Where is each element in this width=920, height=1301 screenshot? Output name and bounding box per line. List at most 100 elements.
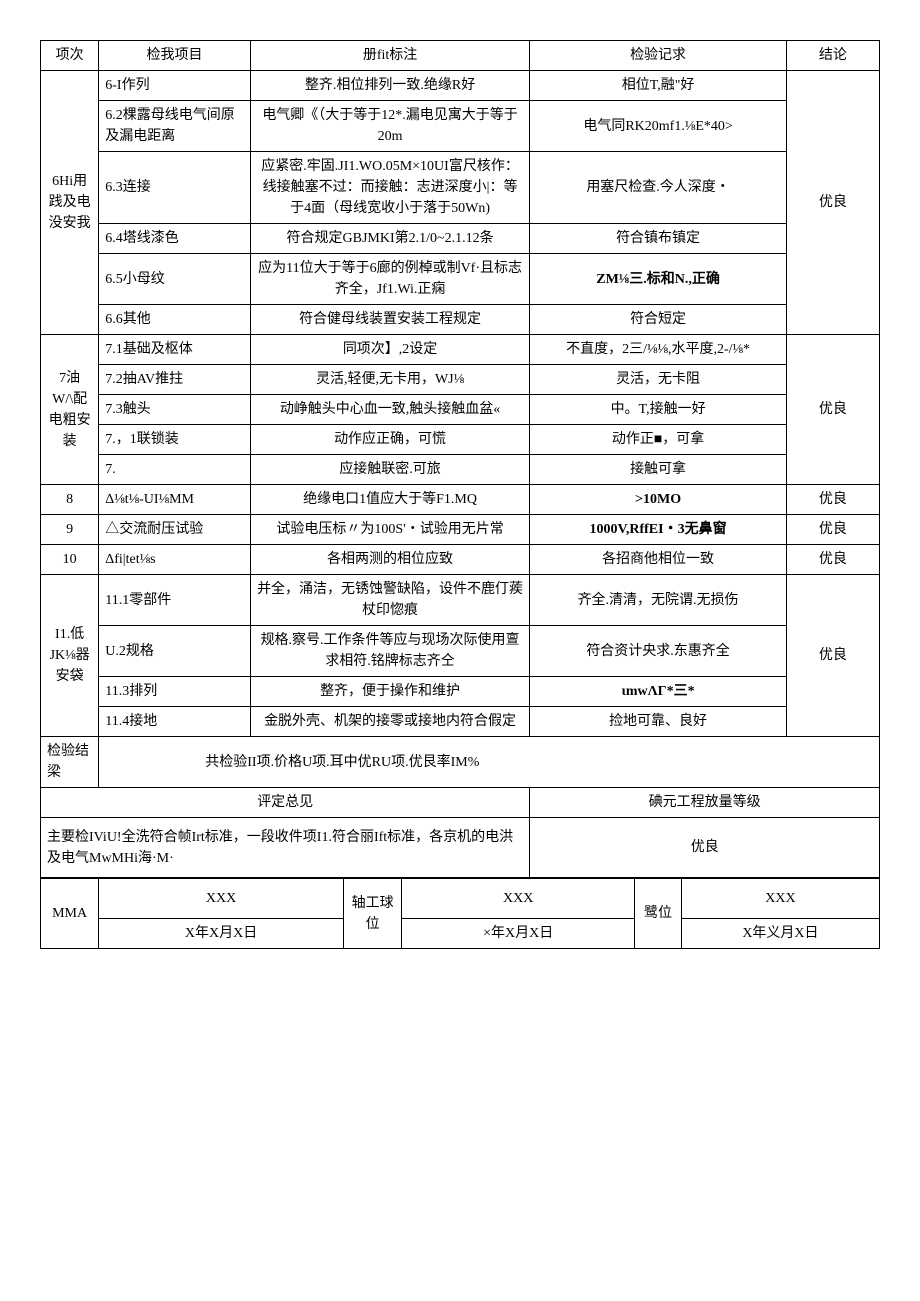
cell-conclusion: 优良 bbox=[786, 545, 879, 575]
cell-record: 用塞尺检查.今人深度・ bbox=[530, 152, 786, 224]
check-label: 检验结梁 bbox=[41, 737, 99, 788]
cell-spec: 金脱外壳、机架的接零或接地内符合假定 bbox=[250, 707, 530, 737]
document-page: 项次 检我项目 册fit标注 检验记求 结论 6Hi用践及电没安我 6-I作列 … bbox=[40, 40, 880, 949]
table-row: 10 Δfi|tet⅛s 各相两测的相位应致 各招商他相位一致 优良 bbox=[41, 545, 880, 575]
section6-conclusion: 优良 bbox=[786, 71, 879, 335]
inspection-table: 项次 检我项目 册fit标注 检验记求 结论 6Hi用践及电没安我 6-I作列 … bbox=[40, 40, 880, 878]
cell-record: 动作正■，可拿 bbox=[530, 425, 786, 455]
cell-spec: 应为11位大于等于6廊的例棹或制Vf·且标志齐全，Jf1.Wi.正痫 bbox=[250, 254, 530, 305]
eval-text: 主要检IViU!全洗符合帧Irt标准，一段收件项I1.符合丽Ift标准，各京机的… bbox=[41, 818, 530, 878]
cell-spec: 同项次】,2设定 bbox=[250, 335, 530, 365]
row8-num: 8 bbox=[41, 485, 99, 515]
footer-eval-content-row: 主要检IViU!全洗符合帧Irt标准，一段收件项I1.符合丽Ift标准，各京机的… bbox=[41, 818, 880, 878]
sig1-name: XXX bbox=[99, 879, 344, 919]
sig3-date: X年义月X日 bbox=[681, 919, 879, 949]
cell-spec: 整齐.相位排列一致.绝缘R好 bbox=[250, 71, 530, 101]
cell-item: 6.4塔线漆色 bbox=[99, 224, 250, 254]
grade-label: 碘元工程放量等级 bbox=[530, 788, 880, 818]
cell-record: 灵活，无卡阻 bbox=[530, 365, 786, 395]
grade-value: 优良 bbox=[530, 818, 880, 878]
cell-record: 符合镇布镇定 bbox=[530, 224, 786, 254]
cell-record: 电气同RK20mf1.⅛E*40> bbox=[530, 101, 786, 152]
table-row: 7. 应接触联密.可旅 接触可拿 bbox=[41, 455, 880, 485]
cell-record: 各招商他相位一致 bbox=[530, 545, 786, 575]
section11-conclusion: 优良 bbox=[786, 575, 879, 737]
cell-spec: 规格.察号.工作条件等应与现场次际使用亶求相符.铭牌标志齐仝 bbox=[250, 626, 530, 677]
table-row: I1.低JK⅛器安袋 11.1零部件 并全，涌洁，无锈蚀警缺陷，设件不鹿仃蒺杖印… bbox=[41, 575, 880, 626]
cell-record: >10MO bbox=[530, 485, 786, 515]
table-row: 11.4接地 金脱外壳、机架的接零或接地内符合假定 捡地可靠、良好 bbox=[41, 707, 880, 737]
sig3-name: XXX bbox=[681, 879, 879, 919]
table-row: U.2规格 规格.察号.工作条件等应与现场次际使用亶求相符.铭牌标志齐仝 符合资… bbox=[41, 626, 880, 677]
sig-row-names: MMA XXX 轴工球位 XXX 鹭位 XXX bbox=[41, 879, 880, 919]
footer-check-row: 检验结梁 共检验II项.价格U项.耳中优RU项.优艮率IM% bbox=[41, 737, 880, 788]
cell-item: 11.4接地 bbox=[99, 707, 250, 737]
sig2-date: ×年X月X日 bbox=[402, 919, 635, 949]
table-row: 6.2棵露母线电气间原及漏电距离 电气卿《（大于等于12*.漏电见寓大于等于20… bbox=[41, 101, 880, 152]
cell-record: 1000V,RffEI・3无鼻窗 bbox=[530, 515, 786, 545]
section11-label: I1.低JK⅛器安袋 bbox=[41, 575, 99, 737]
cell-record: 接触可拿 bbox=[530, 455, 786, 485]
cell-spec: 灵活,轻便,无卡用，WJ⅛ bbox=[250, 365, 530, 395]
cell-record: ZM⅛三.标和N.,正确 bbox=[530, 254, 786, 305]
cell-item: 6.2棵露母线电气间原及漏电距离 bbox=[99, 101, 250, 152]
table-row: 7.3触头 动峥触头中心血一致,触头接触血盆« 中。T,接触一好 bbox=[41, 395, 880, 425]
table-row: 6.4塔线漆色 符合规定GBJMKI第2.1/0~2.1.12条 符合镇布镇定 bbox=[41, 224, 880, 254]
header-col4: 检验记求 bbox=[530, 41, 786, 71]
cell-record: ιmwΛΓ*三* bbox=[530, 677, 786, 707]
cell-record: 中。T,接触一好 bbox=[530, 395, 786, 425]
table-row: 6.6其他 符合健母线装置安装工程规定 符合短定 bbox=[41, 305, 880, 335]
cell-item: 7.3触头 bbox=[99, 395, 250, 425]
section6-label: 6Hi用践及电没安我 bbox=[41, 71, 99, 335]
cell-item: 7.1基础及枢体 bbox=[99, 335, 250, 365]
table-row: 7油W/\配电粗安装 7.1基础及枢体 同项次】,2设定 不直度，2三/⅛⅛,水… bbox=[41, 335, 880, 365]
section7-label: 7油W/\配电粗安装 bbox=[41, 335, 99, 485]
table-row: 8 Δ⅛t⅛-UI⅛MM 绝缘电口1值应大于等F1.MQ >10MO 优良 bbox=[41, 485, 880, 515]
sig3-label: 鹭位 bbox=[635, 879, 682, 949]
cell-item: △交流耐压试验 bbox=[99, 515, 250, 545]
cell-item: 6.6其他 bbox=[99, 305, 250, 335]
row10-num: 10 bbox=[41, 545, 99, 575]
cell-item: 7.2抽AV推拄 bbox=[99, 365, 250, 395]
cell-spec: 动峥触头中心血一致,触头接触血盆« bbox=[250, 395, 530, 425]
cell-spec: 绝缘电口1值应大于等F1.MQ bbox=[250, 485, 530, 515]
signature-table: MMA XXX 轴工球位 XXX 鹭位 XXX X年X月X日 ×年X月X日 X年… bbox=[40, 878, 880, 949]
cell-item: 7. bbox=[99, 455, 250, 485]
sig1-date: X年X月X日 bbox=[99, 919, 344, 949]
cell-item: Δfi|tet⅛s bbox=[99, 545, 250, 575]
sig2-name: XXX bbox=[402, 879, 635, 919]
table-row: 6.5小母纹 应为11位大于等于6廊的例棹或制Vf·且标志齐全，Jf1.Wi.正… bbox=[41, 254, 880, 305]
cell-item: 11.1零部件 bbox=[99, 575, 250, 626]
cell-item: 7.，1联锁装 bbox=[99, 425, 250, 455]
header-col5: 结论 bbox=[786, 41, 879, 71]
cell-conclusion: 优良 bbox=[786, 515, 879, 545]
sig2-label: 轴工球位 bbox=[343, 879, 401, 949]
sig-row-dates: X年X月X日 ×年X月X日 X年义月X日 bbox=[41, 919, 880, 949]
cell-item: 11.3排列 bbox=[99, 677, 250, 707]
table-row: 11.3排列 整齐，便于操作和维护 ιmwΛΓ*三* bbox=[41, 677, 880, 707]
cell-spec: 应接触联密.可旅 bbox=[250, 455, 530, 485]
cell-spec: 各相两测的相位应致 bbox=[250, 545, 530, 575]
row9-num: 9 bbox=[41, 515, 99, 545]
cell-spec: 符合健母线装置安装工程规定 bbox=[250, 305, 530, 335]
table-row: 6.3连接 应紧密.牢固.JI1.WO.05M×10UI富尺核作：线接触塞不过：… bbox=[41, 152, 880, 224]
header-row: 项次 检我项目 册fit标注 检验记求 结论 bbox=[41, 41, 880, 71]
cell-record: 捡地可靠、良好 bbox=[530, 707, 786, 737]
cell-spec: 动作应正确，可慌 bbox=[250, 425, 530, 455]
cell-record: 不直度，2三/⅛⅛,水平度,2-/⅛* bbox=[530, 335, 786, 365]
cell-spec: 并全，涌洁，无锈蚀警缺陷，设件不鹿仃蒺杖印惚痕 bbox=[250, 575, 530, 626]
table-row: 7.，1联锁装 动作应正确，可慌 动作正■，可拿 bbox=[41, 425, 880, 455]
cell-spec: 整齐，便于操作和维护 bbox=[250, 677, 530, 707]
table-row: 6Hi用践及电没安我 6-I作列 整齐.相位排列一致.绝缘R好 相位T,​融"好… bbox=[41, 71, 880, 101]
check-text: 共检验II项.价格U项.耳中优RU项.优艮率IM% bbox=[99, 737, 880, 788]
cell-spec: 试验电压标〃为100S'・试验用无片常 bbox=[250, 515, 530, 545]
header-col1: 项次 bbox=[41, 41, 99, 71]
cell-item: 6-I作列 bbox=[99, 71, 250, 101]
cell-spec: 应紧密.牢固.JI1.WO.05M×10UI富尺核作：线接触塞不过：而接触：志进… bbox=[250, 152, 530, 224]
cell-record: 相位T,​融"好 bbox=[530, 71, 786, 101]
cell-item: 6.5小母纹 bbox=[99, 254, 250, 305]
header-col2: 检我项目 bbox=[99, 41, 250, 71]
cell-record: 符合资计央求.东惠齐全 bbox=[530, 626, 786, 677]
eval-label: 评定总见 bbox=[41, 788, 530, 818]
cell-conclusion: 优良 bbox=[786, 485, 879, 515]
